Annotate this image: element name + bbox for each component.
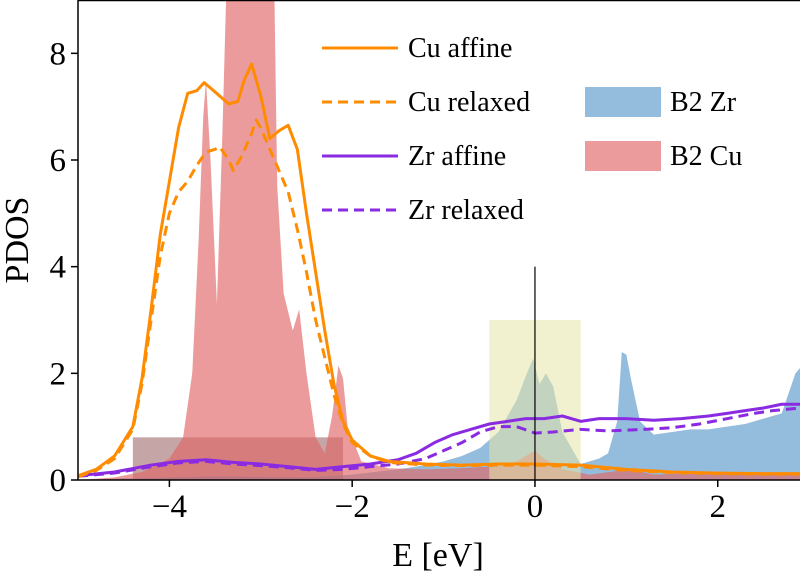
y-tick-label: 6 [50,143,67,179]
y-axis-label: PDOS [0,197,36,284]
legend-swatch-b2-zr [585,87,661,117]
x-tick-label: 0 [527,489,544,525]
x-tick-label: −4 [152,489,187,525]
legend-label-zr-relaxed: Zr relaxed [408,195,524,226]
y-tick-label: 2 [50,356,67,392]
legend-label-b2-cu: B2 Cu [670,141,742,172]
axes: −4 −2 0 2 0 2 4 6 8 [50,0,800,525]
y-tick-label: 4 [50,250,67,286]
y-tick-label: 0 [50,463,67,499]
plot-area [78,0,800,480]
x-tick-label: 2 [709,489,726,525]
legend-label-b2-zr: B2 Zr [670,87,737,118]
legend-label-cu-relaxed: Cu relaxed [408,87,530,118]
area-b2-zr [78,352,800,480]
line-zr-relaxed [78,406,800,478]
line-zr-affine [78,402,800,478]
x-axis-label: E [eV] [392,537,484,574]
y-tick-label: 8 [50,36,67,72]
legend: Cu affine Cu relaxed Zr affine Zr relaxed B2… [322,33,742,226]
line-cu-relaxed [78,118,800,479]
legend-label-zr-affine: Zr affine [408,141,506,172]
x-tick-label: −2 [335,489,370,525]
area-b2-cu [78,0,800,480]
legend-label-cu-affine: Cu affine [408,33,512,64]
legend-swatch-b2-cu [585,141,661,171]
line-cu-affine [78,62,800,478]
